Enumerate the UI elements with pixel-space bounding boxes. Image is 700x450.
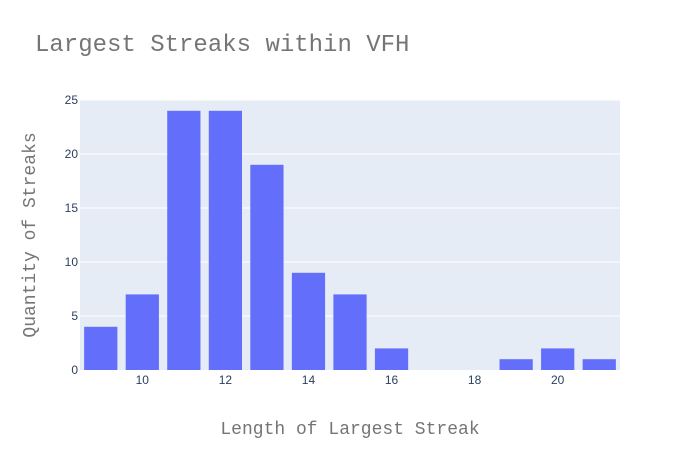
- bar-10: [125, 294, 159, 370]
- y-tick-label: 10: [65, 255, 79, 269]
- bar-14: [291, 272, 326, 370]
- y-tick-label: 25: [65, 93, 79, 107]
- bar-12: [208, 110, 242, 371]
- y-tick-label: 15: [65, 201, 79, 215]
- x-tick-label: 18: [468, 373, 482, 387]
- bar-19: [499, 359, 533, 370]
- bar-13: [250, 164, 284, 370]
- x-axis-title: Length of Largest Streak: [220, 420, 479, 440]
- y-axis-ticks: 0 5 10 15 20 25: [65, 93, 79, 377]
- y-tick-label: 20: [65, 147, 79, 161]
- bar-21: [582, 359, 616, 370]
- chart-title: Largest Streaks within VFH: [35, 32, 409, 59]
- bar-16: [374, 348, 409, 370]
- x-tick-label: 12: [219, 373, 233, 387]
- bars: [84, 110, 616, 371]
- bar-20: [541, 348, 575, 370]
- y-tick-label: 0: [71, 363, 78, 377]
- bar-9: [84, 326, 118, 370]
- x-tick-label: 16: [385, 373, 399, 387]
- x-tick-label: 10: [136, 373, 150, 387]
- bar-11: [167, 110, 201, 371]
- x-axis-ticks: 10 12 14 16 18 20: [136, 373, 565, 387]
- bar-15: [333, 294, 367, 370]
- y-tick-label: 5: [71, 309, 78, 323]
- x-tick-label: 20: [551, 373, 565, 387]
- y-axis-title: Quantity of Streaks: [21, 132, 41, 337]
- x-tick-label: 14: [302, 373, 316, 387]
